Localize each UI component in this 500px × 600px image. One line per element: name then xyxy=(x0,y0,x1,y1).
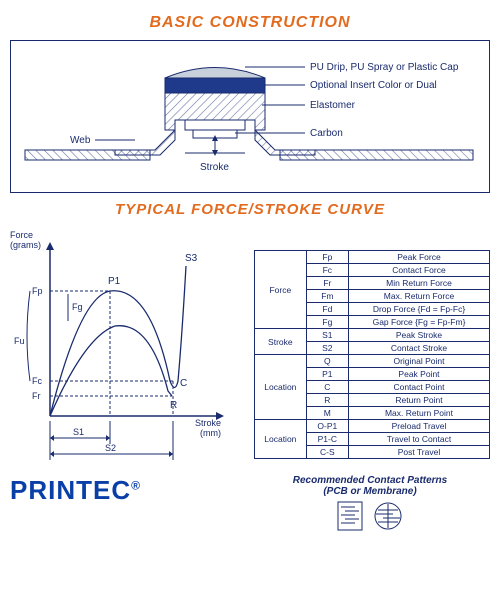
label-carbon: Carbon xyxy=(310,128,343,139)
table-symbol: S2 xyxy=(306,342,348,355)
svg-text:Stroke: Stroke xyxy=(195,418,221,428)
label-insert: Optional Insert Color or Dual xyxy=(310,80,437,91)
table-symbol: P1-C xyxy=(306,433,348,446)
table-desc: Peak Point xyxy=(348,368,489,381)
table-group: Location xyxy=(255,355,307,420)
table-desc: Contact Stroke xyxy=(348,342,489,355)
table-desc: Max. Return Point xyxy=(348,407,489,420)
table-symbol: Fr xyxy=(306,277,348,290)
table-symbol: Fm xyxy=(306,290,348,303)
table-group: Stroke xyxy=(255,329,307,355)
svg-text:Fp: Fp xyxy=(32,286,43,296)
table-symbol: Fc xyxy=(306,264,348,277)
svg-text:Fg: Fg xyxy=(72,302,83,312)
construction-diagram: PU Drip, PU Spray or Plastic Cap Optiona… xyxy=(10,40,490,193)
table-desc: Contact Force xyxy=(348,264,489,277)
table-symbol: Q xyxy=(306,355,348,368)
table-desc: Original Point xyxy=(348,355,489,368)
table-desc: Contact Point xyxy=(348,381,489,394)
table-symbol: C xyxy=(306,381,348,394)
table-symbol: M xyxy=(306,407,348,420)
svg-text:(mm): (mm) xyxy=(200,428,221,438)
table-desc: Post Travel xyxy=(348,446,489,459)
svg-text:S3: S3 xyxy=(185,253,198,264)
table-group: Force xyxy=(255,251,307,329)
table-symbol: Fd xyxy=(306,303,348,316)
pattern-interdigitated-icon xyxy=(337,501,363,531)
table-symbol: Fg xyxy=(306,316,348,329)
svg-text:Fu: Fu xyxy=(14,336,25,346)
svg-text:Fc: Fc xyxy=(32,376,42,386)
table-symbol: C-S xyxy=(306,446,348,459)
table-desc: Peak Force xyxy=(348,251,489,264)
label-web: Web xyxy=(70,135,91,146)
table-symbol: R xyxy=(306,394,348,407)
svg-text:Force: Force xyxy=(10,230,33,240)
svg-text:Fr: Fr xyxy=(32,391,41,401)
table-desc: Preload Travel xyxy=(348,420,489,433)
title-force-stroke: TYPICAL FORCE/STROKE CURVE xyxy=(10,201,490,218)
construction-svg: PU Drip, PU Spray or Plastic Cap Optiona… xyxy=(15,45,483,185)
table-desc: Gap Force {Fg = Fp-Fm} xyxy=(348,316,489,329)
table-group: Location xyxy=(255,420,307,459)
table-desc: Return Point xyxy=(348,394,489,407)
force-stroke-chart: Force (grams) Stroke (mm) P1 S3 C R Fp xyxy=(10,226,246,469)
label-pu: PU Drip, PU Spray or Plastic Cap xyxy=(310,62,459,73)
table-desc: Min Return Force xyxy=(348,277,489,290)
label-stroke: Stroke xyxy=(200,162,229,173)
table-desc: Max. Return Force xyxy=(348,290,489,303)
svg-text:C: C xyxy=(180,378,187,389)
label-elastomer: Elastomer xyxy=(310,100,356,111)
printec-logo: PRINTEC® xyxy=(10,475,250,506)
table-desc: Drop Force {Fd = Fp-Fc} xyxy=(348,303,489,316)
svg-text:(grams): (grams) xyxy=(10,240,41,250)
table-symbol: O-P1 xyxy=(306,420,348,433)
table-symbol: P1 xyxy=(306,368,348,381)
pattern-circular-icon xyxy=(373,501,403,531)
table-desc: Peak Stroke xyxy=(348,329,489,342)
table-desc: Travel to Contact xyxy=(348,433,489,446)
svg-text:S1: S1 xyxy=(73,427,84,437)
svg-text:P1: P1 xyxy=(108,276,121,287)
recommended-patterns: Recommended Contact Patterns (PCB or Mem… xyxy=(250,475,490,531)
title-basic-construction: BASIC CONSTRUCTION xyxy=(10,14,490,32)
definitions-table: ForceFpPeak ForceFcContact ForceFrMin Re… xyxy=(254,250,490,459)
table-symbol: Fp xyxy=(306,251,348,264)
svg-text:S2: S2 xyxy=(105,443,116,453)
table-symbol: S1 xyxy=(306,329,348,342)
svg-text:R: R xyxy=(170,400,177,411)
